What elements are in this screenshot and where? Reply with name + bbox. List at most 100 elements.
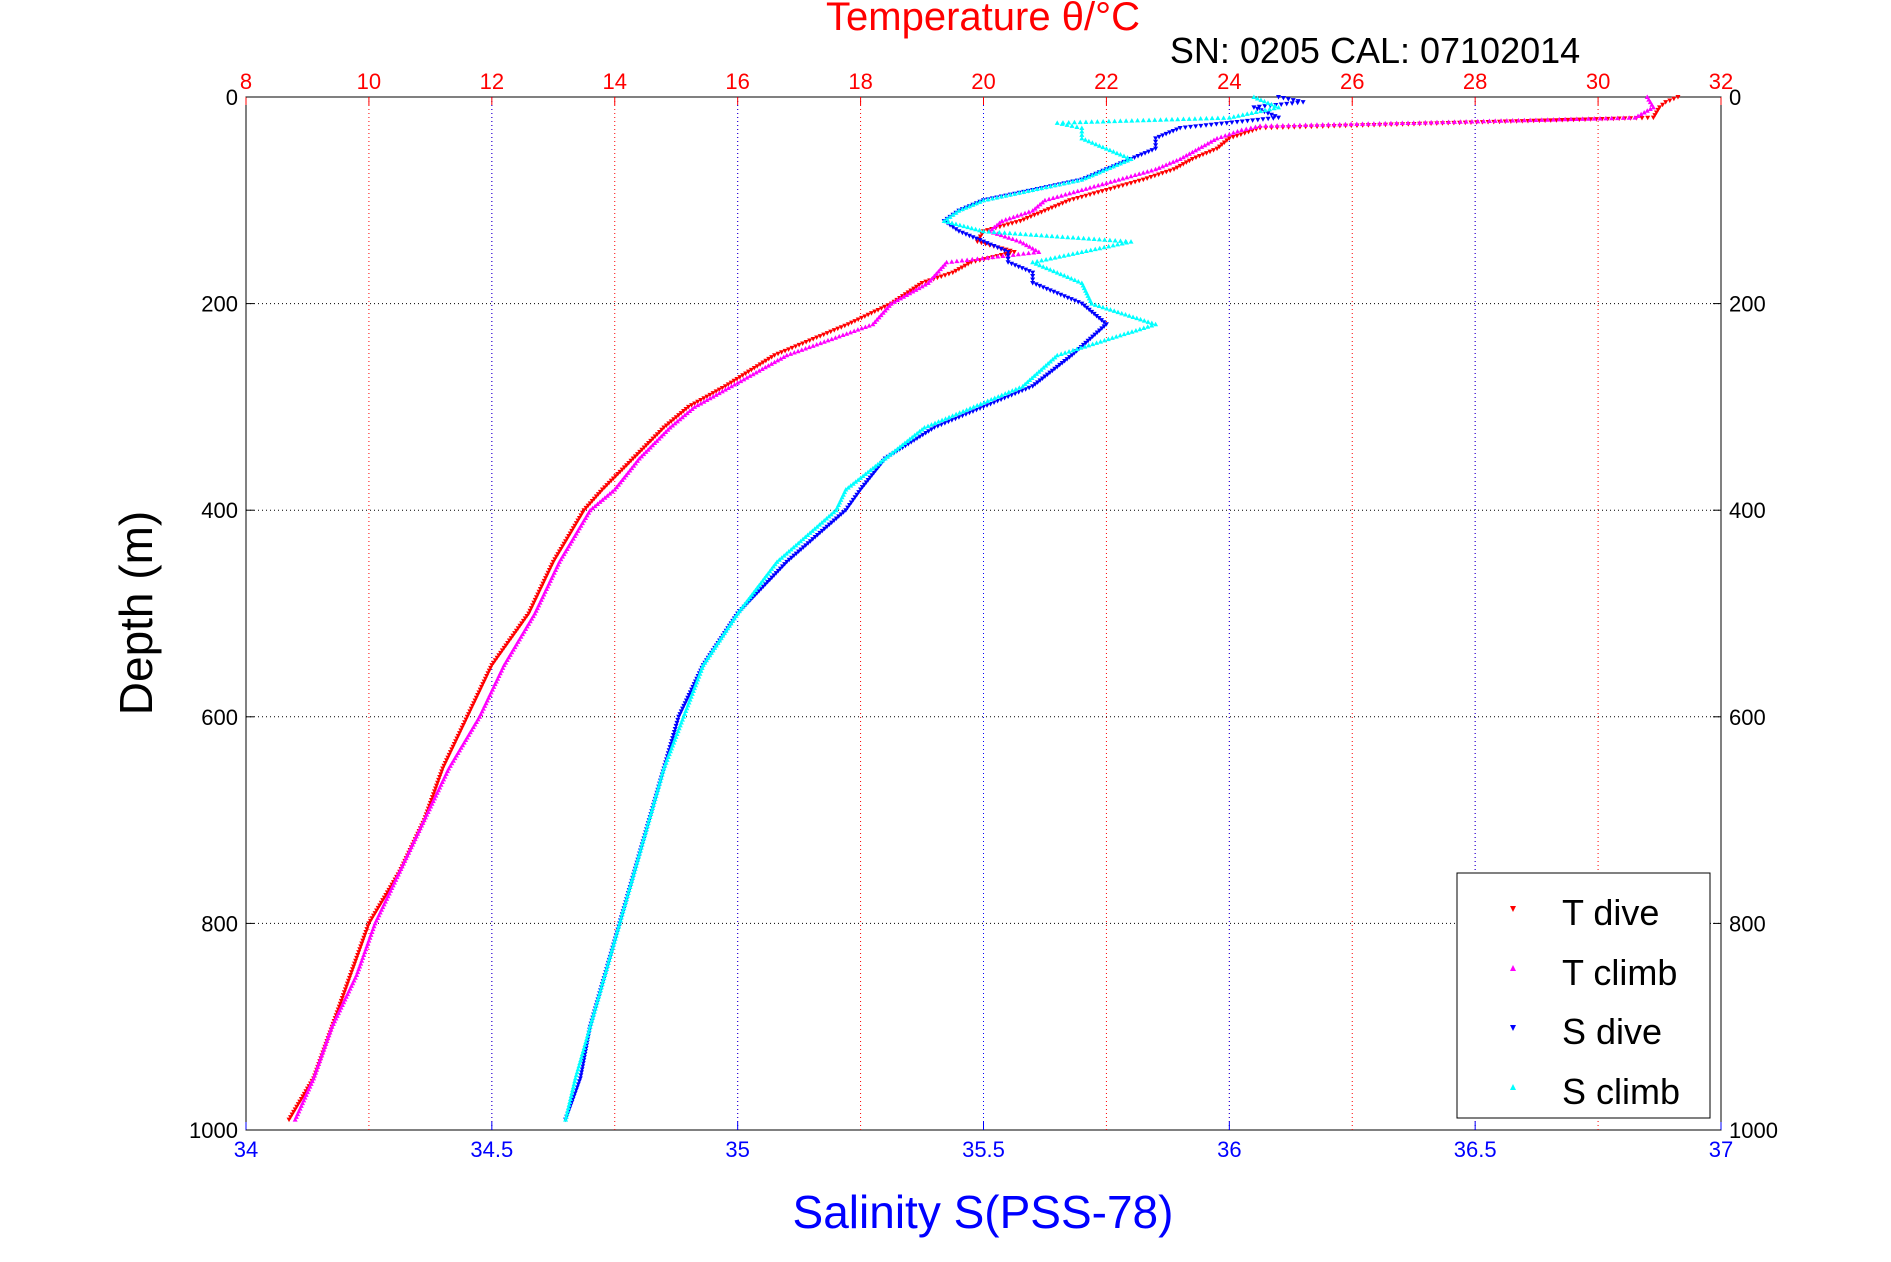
data-point-t-dive (878, 306, 884, 311)
data-point-t-dive (946, 271, 952, 277)
data-point-s-climb (1031, 373, 1037, 378)
data-point-s-climb (611, 942, 617, 947)
data-point-t-climb (1556, 116, 1562, 122)
data-point-t-climb (639, 453, 645, 459)
data-point-t-dive (575, 518, 581, 524)
data-point-t-climb (784, 352, 790, 358)
data-point-s-climb (1034, 186, 1040, 192)
data-point-s-dive (682, 701, 688, 706)
data-point-t-dive (852, 319, 858, 324)
data-point-s-climb (870, 465, 876, 471)
data-point-t-climb (1153, 166, 1159, 172)
data-point-s-dive (1153, 139, 1159, 145)
data-point-t-climb (1136, 171, 1142, 176)
data-point-s-climb (1081, 235, 1087, 241)
data-point-t-climb (633, 460, 639, 466)
data-point-s-climb (943, 416, 949, 421)
data-point-t-climb (1632, 115, 1638, 120)
data-point-s-dive (1251, 105, 1257, 110)
data-point-s-climb (645, 820, 651, 826)
data-point-t-climb (716, 390, 722, 396)
data-point-t-dive (1171, 167, 1177, 172)
data-point-t-climb (619, 477, 625, 483)
data-point-s-climb (1100, 144, 1106, 150)
data-point-t-dive (439, 769, 445, 774)
data-point-s-climb (612, 936, 618, 941)
data-point-s-dive (1096, 316, 1102, 321)
data-point-t-dive (1211, 148, 1217, 153)
data-point-t-climb (1196, 146, 1202, 151)
data-point-t-dive (344, 981, 350, 987)
top-axis-ticks: 8 10 12 14 16 18 20 22 24 26 28 30 32 (240, 69, 1733, 105)
data-point-s-dive (1058, 292, 1064, 298)
data-point-s-climb (1006, 389, 1012, 395)
data-point-t-dive (821, 332, 827, 338)
data-point-t-dive (1003, 252, 1009, 257)
data-point-t-dive (482, 676, 488, 682)
data-point-t-dive (543, 576, 549, 581)
data-point-t-climb (1040, 199, 1045, 205)
data-point-t-climb (919, 283, 925, 289)
data-point-t-climb (1388, 120, 1394, 126)
data-point-t-dive (478, 684, 484, 690)
data-point-s-climb (654, 790, 660, 795)
data-point-s-climb (652, 796, 658, 801)
data-point-s-dive (945, 419, 951, 425)
data-point-t-dive (695, 399, 701, 405)
data-point-t-climb (1018, 212, 1024, 217)
data-point-t-dive (377, 903, 383, 908)
data-point-t-climb (707, 395, 713, 401)
data-point-t-dive (1005, 222, 1011, 227)
data-point-s-dive (1163, 131, 1169, 137)
data-point-t-climb (1492, 118, 1498, 123)
data-point-t-dive (959, 265, 965, 270)
data-point-t-dive (1553, 118, 1559, 123)
data-point-t-dive (673, 415, 679, 420)
data-point-s-climb (897, 444, 903, 449)
data-point-s-climb (1082, 137, 1088, 142)
data-point-s-climb (1016, 385, 1022, 390)
series-layer (286, 94, 1681, 1123)
data-point-s-climb (994, 194, 1000, 200)
data-point-s-dive (858, 487, 864, 493)
data-point-t-dive (456, 731, 462, 736)
data-point-s-climb (1100, 168, 1106, 173)
data-point-s-climb (1052, 182, 1058, 188)
data-point-s-dive (1285, 97, 1291, 102)
tick-label-depth-left: 600 (201, 705, 238, 730)
data-point-s-climb (1153, 321, 1159, 327)
data-point-t-dive (354, 955, 360, 961)
data-point-t-climb (949, 259, 955, 264)
data-point-t-dive (520, 618, 526, 624)
data-point-t-dive (365, 924, 371, 929)
data-point-t-dive (428, 798, 434, 803)
data-point-s-climb (609, 948, 615, 953)
data-point-t-climb (753, 369, 759, 375)
data-point-t-dive (508, 636, 514, 641)
data-point-t-climb (1099, 181, 1105, 187)
data-point-t-climb (1248, 125, 1254, 130)
data-point-t-climb (880, 310, 886, 315)
data-point-t-dive (450, 744, 456, 750)
legend-box (1456, 872, 1711, 1119)
data-point-s-dive (959, 230, 965, 236)
data-point-t-climb (1434, 119, 1440, 125)
data-point-s-climb (1107, 307, 1113, 312)
data-point-s-climb (1258, 108, 1264, 114)
data-point-s-climb (1102, 237, 1108, 242)
data-point-t-climb (1235, 128, 1241, 134)
data-point-s-climb (651, 802, 657, 807)
data-point-t-climb (996, 220, 1002, 226)
data-point-s-climb (1044, 265, 1050, 271)
data-point-t-dive (962, 263, 968, 269)
data-point-s-dive (1044, 372, 1050, 378)
data-point-s-climb (805, 532, 811, 537)
data-point-s-climb (1121, 153, 1127, 159)
data-point-t-dive (437, 775, 443, 780)
data-point-t-dive (338, 998, 344, 1004)
data-point-t-climb (1647, 106, 1653, 112)
data-point-s-climb (1058, 351, 1064, 357)
data-point-s-climb (1086, 174, 1092, 179)
data-point-s-climb (575, 1066, 581, 1072)
data-point-s-climb (969, 225, 975, 231)
